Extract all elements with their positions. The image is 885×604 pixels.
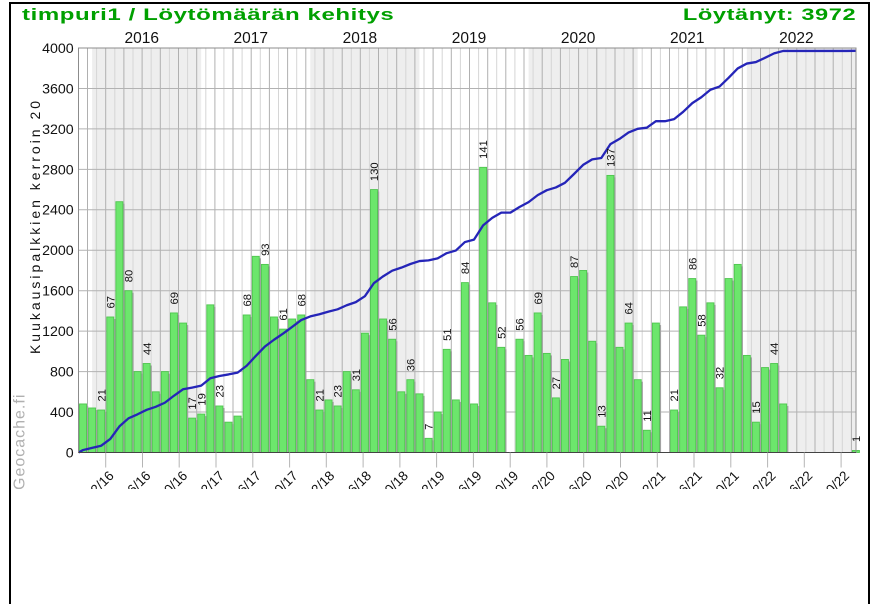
svg-text:11: 11 bbox=[642, 410, 654, 422]
svg-text:7: 7 bbox=[424, 424, 436, 430]
svg-text:19: 19 bbox=[196, 393, 208, 405]
svg-text:06/17: 06/17 bbox=[229, 468, 264, 489]
svg-text:44: 44 bbox=[142, 343, 154, 355]
svg-text:21: 21 bbox=[315, 389, 327, 401]
svg-text:68: 68 bbox=[242, 294, 254, 306]
svg-text:400: 400 bbox=[50, 405, 74, 421]
svg-text:2022: 2022 bbox=[779, 30, 813, 47]
svg-text:Geocache.fi: Geocache.fi bbox=[12, 394, 29, 489]
svg-text:51: 51 bbox=[442, 328, 454, 340]
svg-text:06/19: 06/19 bbox=[450, 468, 485, 489]
svg-text:68: 68 bbox=[296, 294, 308, 306]
svg-text:10/22: 10/22 bbox=[818, 468, 853, 489]
svg-text:13: 13 bbox=[596, 405, 608, 417]
svg-text:32: 32 bbox=[715, 367, 727, 379]
svg-text:27: 27 bbox=[551, 377, 563, 389]
svg-text:02/21: 02/21 bbox=[634, 468, 669, 489]
svg-text:2018: 2018 bbox=[343, 30, 377, 47]
svg-text:23: 23 bbox=[215, 385, 227, 397]
svg-text:2017: 2017 bbox=[234, 30, 268, 47]
svg-text:02/20: 02/20 bbox=[524, 468, 559, 489]
svg-text:137: 137 bbox=[606, 148, 618, 167]
svg-text:06/16: 06/16 bbox=[119, 468, 154, 489]
svg-text:0: 0 bbox=[66, 445, 74, 461]
svg-text:52: 52 bbox=[496, 326, 508, 338]
svg-text:1600: 1600 bbox=[42, 284, 74, 300]
svg-text:02/22: 02/22 bbox=[744, 468, 779, 489]
svg-text:56: 56 bbox=[387, 318, 399, 330]
svg-text:86: 86 bbox=[687, 258, 699, 270]
svg-text:2016: 2016 bbox=[124, 30, 158, 47]
svg-text:10/17: 10/17 bbox=[266, 468, 301, 489]
svg-text:2019: 2019 bbox=[452, 30, 486, 47]
svg-text:3200: 3200 bbox=[42, 122, 74, 138]
svg-text:61: 61 bbox=[278, 308, 290, 320]
svg-text:1200: 1200 bbox=[42, 324, 74, 340]
svg-text:02/18: 02/18 bbox=[303, 468, 338, 489]
svg-text:69: 69 bbox=[533, 292, 545, 304]
svg-text:800: 800 bbox=[50, 365, 74, 381]
svg-text:67: 67 bbox=[105, 296, 117, 308]
svg-text:21: 21 bbox=[96, 389, 108, 401]
svg-text:84: 84 bbox=[460, 262, 472, 274]
svg-text:10/19: 10/19 bbox=[487, 468, 522, 489]
svg-text:87: 87 bbox=[569, 256, 581, 268]
svg-text:21: 21 bbox=[669, 389, 681, 401]
svg-text:02/16: 02/16 bbox=[82, 468, 117, 489]
svg-text:3600: 3600 bbox=[42, 81, 74, 97]
svg-text:1: 1 bbox=[851, 436, 863, 442]
svg-text:4000: 4000 bbox=[42, 41, 74, 57]
svg-text:141: 141 bbox=[478, 140, 490, 159]
svg-text:56: 56 bbox=[515, 318, 527, 330]
svg-text:10/20: 10/20 bbox=[597, 468, 632, 489]
svg-text:2020: 2020 bbox=[561, 30, 596, 47]
svg-text:130: 130 bbox=[369, 162, 381, 181]
svg-text:02/19: 02/19 bbox=[413, 468, 448, 489]
svg-text:Kuukausipalkkien kerroin 20: Kuukausipalkkien kerroin 20 bbox=[27, 98, 43, 354]
svg-text:06/22: 06/22 bbox=[781, 468, 816, 489]
svg-text:10/16: 10/16 bbox=[156, 468, 191, 489]
svg-text:10/21: 10/21 bbox=[707, 468, 742, 489]
svg-text:64: 64 bbox=[624, 302, 636, 314]
svg-text:06/21: 06/21 bbox=[671, 468, 706, 489]
svg-text:2800: 2800 bbox=[42, 162, 74, 178]
svg-text:06/20: 06/20 bbox=[560, 468, 595, 489]
svg-text:36: 36 bbox=[405, 359, 417, 371]
svg-text:2400: 2400 bbox=[42, 203, 74, 219]
svg-text:80: 80 bbox=[124, 270, 136, 282]
svg-text:31: 31 bbox=[351, 369, 363, 381]
svg-text:23: 23 bbox=[333, 385, 345, 397]
svg-text:58: 58 bbox=[696, 314, 708, 326]
svg-text:10/18: 10/18 bbox=[377, 468, 412, 489]
svg-text:02/17: 02/17 bbox=[193, 468, 228, 489]
svg-text:06/18: 06/18 bbox=[340, 468, 375, 489]
svg-text:93: 93 bbox=[260, 243, 272, 255]
svg-text:69: 69 bbox=[169, 292, 181, 304]
svg-text:2000: 2000 bbox=[42, 243, 74, 259]
svg-text:15: 15 bbox=[751, 401, 763, 413]
svg-text:44: 44 bbox=[769, 343, 781, 355]
svg-text:2021: 2021 bbox=[670, 30, 704, 47]
